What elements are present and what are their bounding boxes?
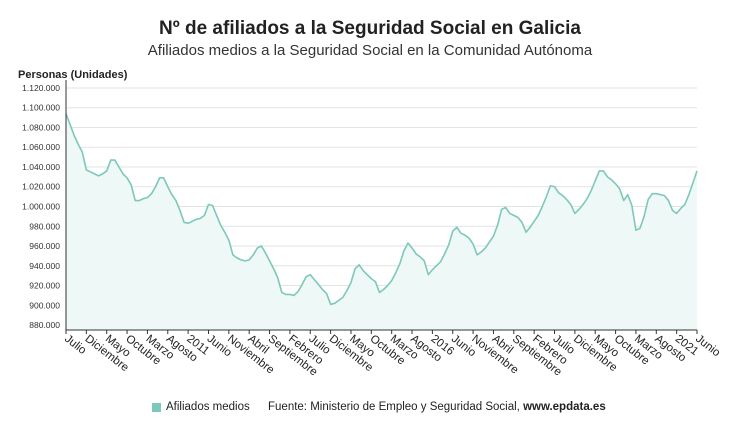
legend-label: Afiliados medios: [166, 401, 250, 413]
x-tick-label: Julio: [62, 333, 88, 357]
x-tick-labels: JulioDiciembreMayoOctubreMarzoAgosto2011…: [62, 333, 722, 379]
y-tick-label: 1.060.000: [22, 142, 60, 152]
y-tick-label: 1.120.000: [22, 83, 60, 93]
source-prefix: Fuente: Ministerio de Empleo y Seguridad…: [268, 401, 524, 413]
y-tick-label: 920.000: [29, 281, 60, 291]
area-chart: 880.000 900.000 920.000 940.000 960.000 980.0…: [22, 80, 722, 379]
y-tick-label: 1.040.000: [22, 162, 60, 172]
y-tick-label: 1.100.000: [22, 103, 60, 113]
y-tick-label: 960.000: [29, 241, 60, 251]
y-tick-label: 880.000: [29, 320, 60, 330]
chart-subtitle: Afiliados medios a la Seguridad Social e…: [147, 42, 593, 59]
y-axis-label: Personas (Unidades): [18, 69, 128, 81]
chart-title: Nº de afiliados a la Seguridad Social en…: [159, 18, 581, 39]
source-site: www.epdata.es: [523, 401, 606, 413]
area-fill-layer: [65, 113, 698, 330]
series-line-afiliados-medios: [65, 113, 698, 306]
y-tick-label: 900.000: [29, 300, 60, 310]
y-tick-label: 1.000.000: [22, 202, 60, 212]
legend-swatch: [152, 402, 161, 412]
y-tick-label: 1.020.000: [22, 182, 60, 192]
y-tick-label: 940.000: [29, 261, 60, 271]
area-fill: [66, 113, 697, 330]
source-note: Fuente: Ministerio de Empleo y Seguridad…: [268, 401, 606, 413]
y-tick-label: 1.080.000: [22, 122, 60, 132]
legend: Afiliados medios: [152, 401, 250, 413]
axes: [65, 80, 698, 334]
y-tick-label: 980.000: [29, 221, 60, 231]
y-tick-labels: 880.000 900.000 920.000 940.000 960.000 980.0…: [22, 83, 60, 330]
